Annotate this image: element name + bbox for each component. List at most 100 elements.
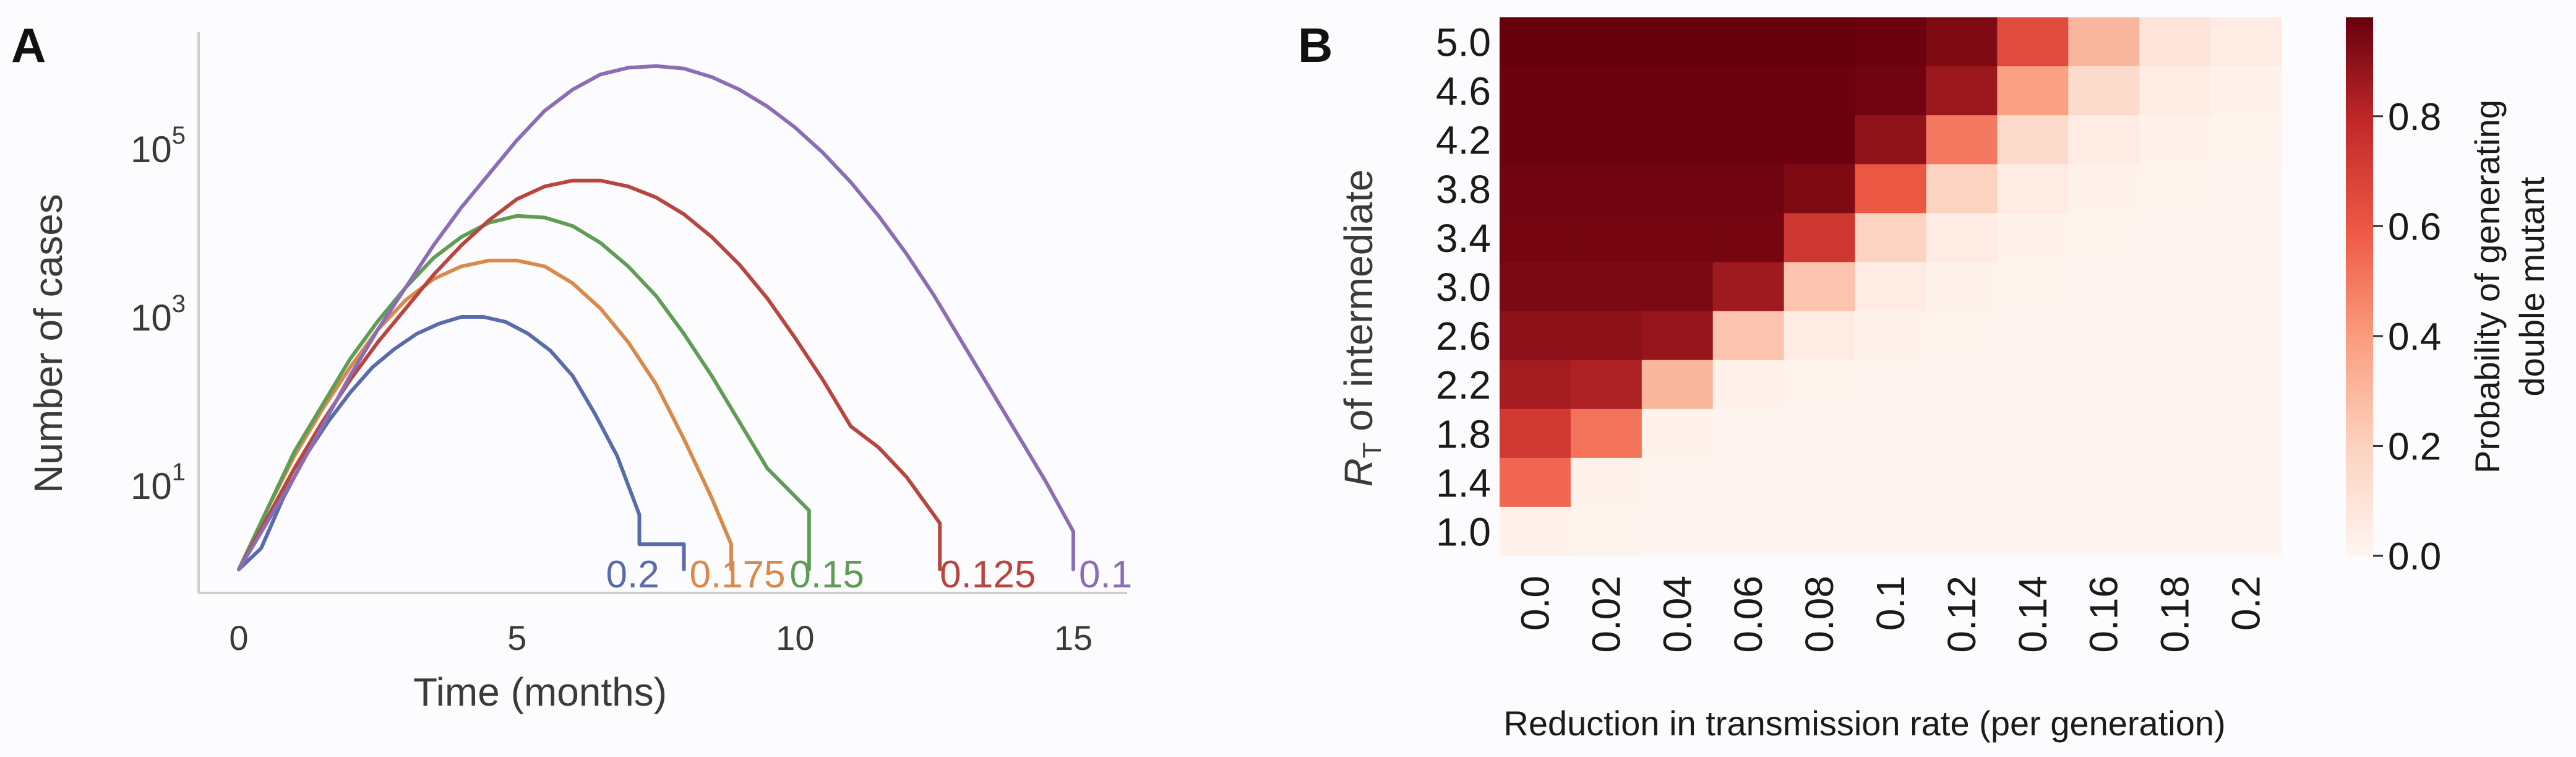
panel-b-y-tick-label: 5.0 — [1436, 20, 1491, 65]
heatmap-cell — [1997, 115, 2069, 165]
y-tick-exponent: 3 — [172, 290, 186, 318]
heatmap-cell — [1926, 115, 1998, 165]
colorbar-tick-label: 0.0 — [2388, 535, 2441, 578]
heatmap-cell — [1784, 66, 1856, 116]
panel-b-x-ticks: 0.0 0.02 0.04 0.06 0.08 0.1 0.12 0.14 0.16 0.18 0.… — [1513, 576, 2269, 653]
heatmap-cell — [1855, 506, 1927, 556]
heatmap-cell — [1712, 360, 1785, 410]
panel-b-y-tick-label: 3.4 — [1436, 216, 1491, 261]
heatmap-cell — [1500, 17, 1571, 67]
heatmap-cell — [2068, 66, 2140, 116]
panel-a-y-axis-label: Number of cases — [26, 194, 71, 493]
panel-b-x-axis-label: Reduction in transmission rate (per gene… — [1503, 704, 2225, 743]
panel-b-y-ticks: 5.04.64.23.83.43.0 2.6 2.2 1.8 1.4 1.0 — [1436, 20, 1491, 555]
series-label-0.175: 0.175 — [689, 553, 785, 596]
series-label-0.2: 0.2 — [606, 553, 659, 596]
heatmap-cell — [1712, 506, 1785, 556]
heatmap-cell — [1500, 311, 1571, 361]
heatmap-cell — [1712, 66, 1785, 116]
panel-a-series-lines — [237, 64, 1075, 571]
heatmap-cell — [1570, 506, 1642, 556]
y-tick-base: 10 — [131, 129, 172, 170]
panel-b-x-tick-label: 0.02 — [1584, 576, 1628, 653]
series-line-0.15 — [237, 214, 811, 571]
heatmap-cell — [1784, 17, 1856, 67]
heatmap-cell — [1784, 409, 1856, 459]
heatmap-cell — [2210, 360, 2282, 410]
heatmap-cell — [1855, 262, 1927, 312]
heatmap-cell — [1855, 66, 1927, 116]
heatmap-cell — [2068, 115, 2140, 165]
panel-b-x-tick-label: 0.06 — [1726, 576, 1771, 653]
y-tick-exponent: 1 — [172, 459, 186, 486]
panel-b-y-tick-label: 4.6 — [1436, 69, 1491, 114]
panel-a-series-labels: 0.2 0.175 0.15 0.125 0.1 — [606, 553, 1133, 596]
heatmap-cell — [1500, 506, 1571, 556]
heatmap-cell — [1641, 409, 1714, 459]
panel-a-x-tick-label: 10 — [776, 618, 814, 657]
heatmap-cell — [1500, 164, 1571, 214]
heatmap-cell — [2139, 506, 2211, 556]
heatmap-cell — [1500, 66, 1571, 116]
heatmap-cell — [1500, 457, 1571, 508]
panel-b-y-tick-label: 1.0 — [1436, 510, 1491, 555]
heatmap-cell — [1926, 311, 1998, 361]
panel-b-x-tick-label: 0.04 — [1655, 576, 1699, 653]
colorbar-tick-label: 0.6 — [2388, 205, 2441, 248]
heatmap-cell — [1570, 115, 1642, 165]
heatmap-cell — [2068, 213, 2140, 263]
heatmap-cell — [1997, 213, 2069, 263]
heatmap-cell — [1570, 311, 1642, 361]
heatmap-cell — [1570, 164, 1642, 214]
panel-b-y-tick-label: 4.2 — [1436, 118, 1491, 163]
heatmap-cell — [1784, 506, 1856, 556]
heatmap-cell — [1641, 115, 1714, 165]
heatmap-cell — [1500, 360, 1571, 410]
heatmap-cell — [2210, 262, 2282, 312]
heatmap-cell — [2068, 164, 2140, 214]
heatmap-cell — [2139, 311, 2211, 361]
panel-b-y-tick-label: 3.0 — [1436, 265, 1491, 309]
series-label-0.15: 0.15 — [789, 553, 864, 596]
panel-b-label: B — [1298, 18, 1333, 72]
heatmap-cell — [1570, 262, 1642, 312]
heatmap-cell — [2139, 409, 2211, 459]
panel-b-y-tick-label: 1.4 — [1436, 461, 1491, 505]
heatmap-cell — [1926, 262, 1998, 312]
panel-b-y-axis-label-subscript: T — [1357, 443, 1386, 459]
panel-a-y-tick-label: 101 — [131, 459, 186, 507]
heatmap-cell — [1712, 409, 1785, 459]
panel-a-y-tick-label: 105 — [131, 122, 186, 170]
heatmap-cell — [1997, 506, 2069, 556]
heatmap-cell — [1641, 457, 1714, 508]
heatmap-cell — [1641, 17, 1714, 67]
heatmap-cell — [1641, 66, 1714, 116]
panel-b-x-tick-label: 0.12 — [1939, 576, 1984, 653]
heatmap-cell — [1712, 311, 1785, 361]
heatmap-cell — [1926, 457, 1998, 508]
panel-a-x-tick-label: 15 — [1054, 618, 1093, 657]
heatmap-cell — [1784, 360, 1856, 410]
heatmap-cell — [1712, 115, 1785, 165]
heatmap-cell — [1997, 457, 2069, 508]
heatmap-cell — [1926, 506, 1998, 556]
heatmap-cell — [2068, 409, 2140, 459]
heatmap-cell — [1926, 360, 1998, 410]
panel-a-x-axis-label: Time (months) — [413, 670, 667, 714]
heatmap-cell — [2139, 457, 2211, 508]
heatmap-cell — [1641, 506, 1714, 556]
heatmap-cell — [2210, 213, 2282, 263]
heatmap-cell — [2139, 66, 2211, 116]
heatmap-cell — [1855, 115, 1927, 165]
panel-a-x-tick-label: 0 — [229, 618, 248, 657]
panel-b-y-tick-label: 2.2 — [1436, 363, 1491, 407]
panel-b-x-tick-label: 0.08 — [1797, 576, 1842, 653]
heatmap-cell — [1997, 262, 2069, 312]
heatmap-cell — [1712, 457, 1785, 508]
heatmap-cell — [1500, 409, 1571, 459]
heatmap-cell — [1997, 409, 2069, 459]
heatmap-cell — [1712, 164, 1785, 214]
colorbar-ticks: 0.0 0.2 0.4 0.6 0.8 — [2373, 96, 2441, 578]
heatmap-cell — [1500, 213, 1571, 263]
